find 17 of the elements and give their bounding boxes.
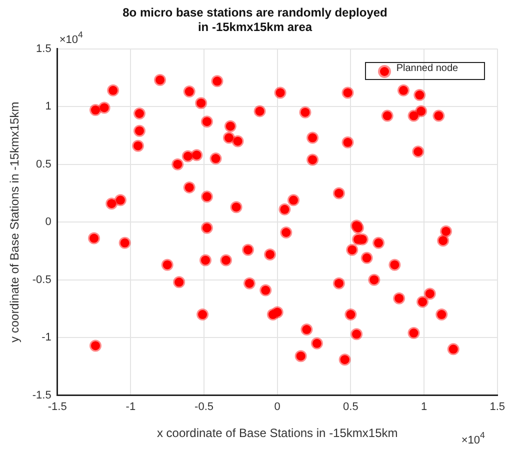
x-tick-label: 0 [274, 401, 280, 414]
y-tick-label: 0.5 [36, 158, 52, 170]
y-tick-label: 1.5 [36, 42, 52, 55]
x-axis-title: x coordinate of Base Stations in -15kmx15km [156, 426, 398, 440]
y-tick-label: -1 [42, 332, 52, 344]
chart-title: 8o micro base stations are randomly deployed in -15kmx15km area [122, 6, 388, 34]
x-tick-label: 1.5 [490, 401, 506, 414]
y-tick-label: 1 [45, 100, 52, 113]
y-tick-label: -0.5 [32, 274, 52, 286]
x-tick-label: -1 [126, 401, 136, 414]
y-tick-label: -1.5 [32, 389, 52, 402]
y-tick-label: 0 [45, 216, 52, 228]
x-tick-label: 1 [420, 401, 428, 414]
legend-label: Planned node [396, 62, 458, 75]
y-axis-title: y coordinate of Base Stations in -15kmx15km [8, 102, 22, 342]
x-tick-label: -0.5 [194, 401, 214, 414]
x-tick-label: 0.5 [343, 401, 358, 414]
